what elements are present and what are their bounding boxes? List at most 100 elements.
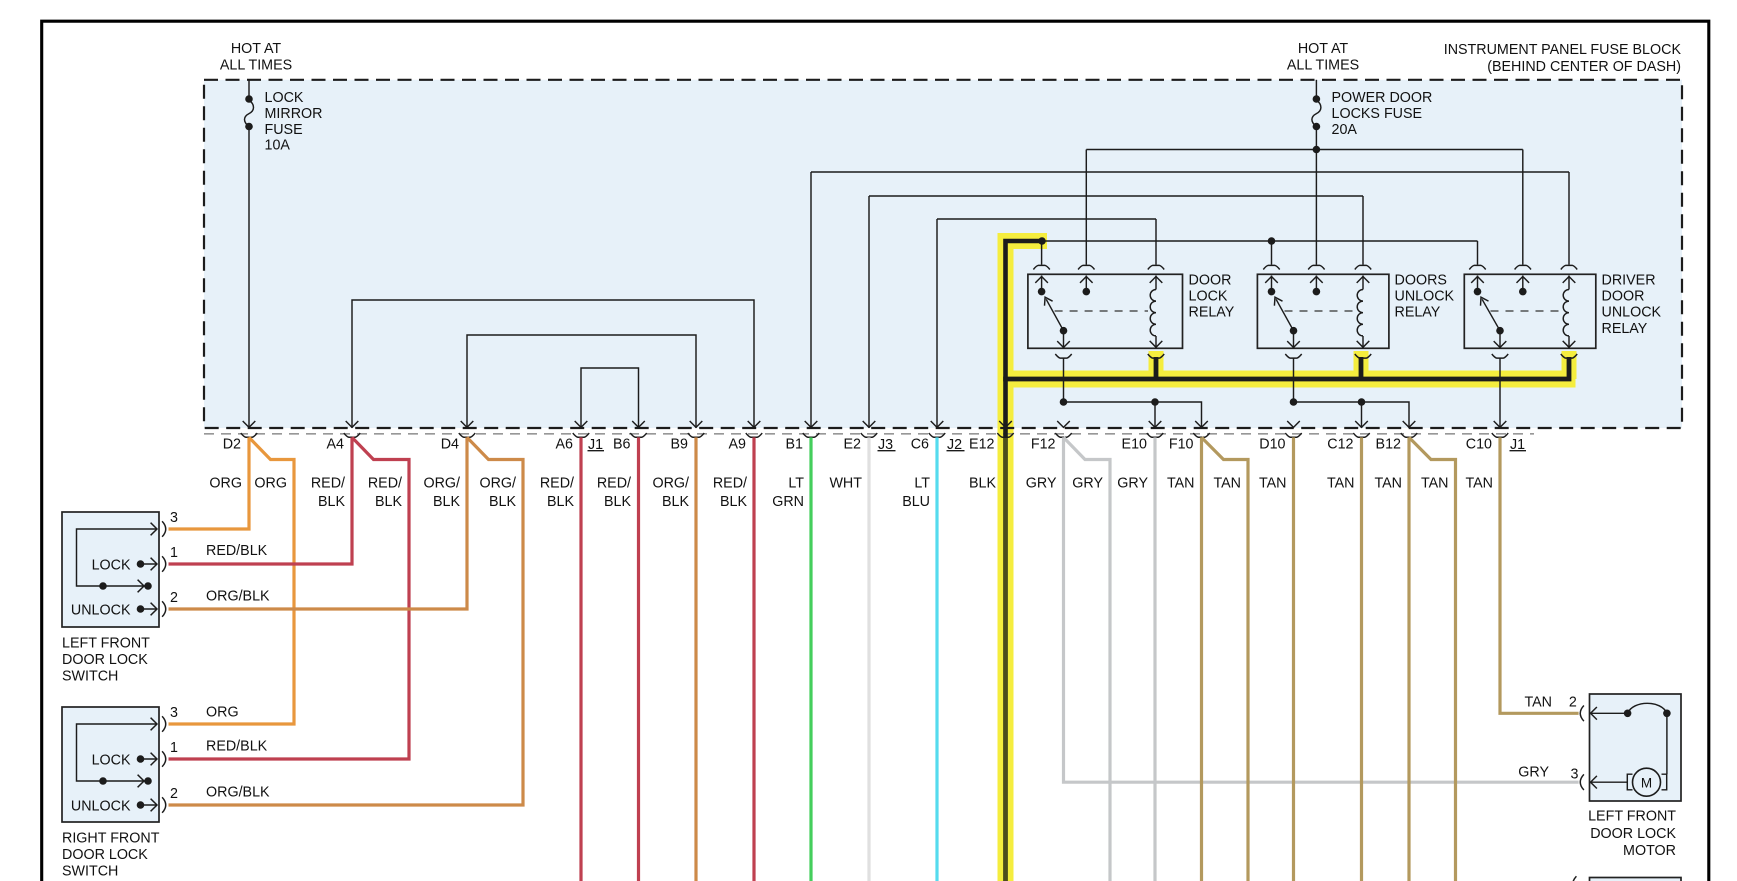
svg-text:RED/: RED/ <box>597 476 631 492</box>
svg-text:DOOR: DOOR <box>1189 272 1232 288</box>
svg-text:LOCK: LOCK <box>92 558 131 574</box>
svg-text:C6: C6 <box>911 437 929 453</box>
svg-text:B6: B6 <box>613 437 631 453</box>
svg-text:ORG: ORG <box>254 476 287 492</box>
svg-text:ORG/: ORG/ <box>423 476 460 492</box>
svg-text:GRY: GRY <box>1518 765 1549 781</box>
svg-text:LOCK: LOCK <box>265 90 304 106</box>
svg-text:F10: F10 <box>1169 437 1194 453</box>
svg-text:GRN: GRN <box>772 494 804 510</box>
svg-text:B9: B9 <box>671 437 689 453</box>
svg-text:RED/BLK: RED/BLK <box>206 543 268 559</box>
svg-text:RED/: RED/ <box>540 476 574 492</box>
svg-text:BLK: BLK <box>489 494 516 510</box>
svg-text:E10: E10 <box>1122 437 1147 453</box>
svg-text:RED/: RED/ <box>368 476 402 492</box>
svg-text:3: 3 <box>170 510 178 526</box>
svg-text:F12: F12 <box>1031 437 1056 453</box>
svg-text:M: M <box>1641 775 1652 790</box>
svg-text:LT: LT <box>788 476 804 492</box>
svg-text:UNLOCK: UNLOCK <box>71 603 131 619</box>
svg-text:FUSE: FUSE <box>265 122 303 138</box>
svg-text:DOORS: DOORS <box>1395 272 1447 288</box>
svg-text:TAN: TAN <box>1374 476 1402 492</box>
svg-text:UNLOCK: UNLOCK <box>1395 289 1455 305</box>
svg-text:D2: D2 <box>223 437 241 453</box>
svg-text:C10: C10 <box>1466 437 1492 453</box>
svg-text:TAN: TAN <box>1327 476 1355 492</box>
svg-text:DOOR LOCK: DOOR LOCK <box>62 652 148 668</box>
svg-text:BLK: BLK <box>662 494 689 510</box>
svg-text:D10: D10 <box>1259 437 1285 453</box>
svg-text:3: 3 <box>170 705 178 721</box>
svg-text:BLK: BLK <box>318 494 345 510</box>
svg-text:GRY: GRY <box>1117 476 1148 492</box>
svg-text:J1: J1 <box>588 437 603 453</box>
svg-text:E12: E12 <box>969 437 994 453</box>
svg-text:SWITCH: SWITCH <box>62 863 118 879</box>
svg-text:UNLOCK: UNLOCK <box>71 799 131 815</box>
svg-text:BLK: BLK <box>375 494 402 510</box>
svg-text:TAN: TAN <box>1465 476 1493 492</box>
svg-text:TAN: TAN <box>1213 476 1241 492</box>
svg-text:RIGHT FRONT: RIGHT FRONT <box>62 831 160 847</box>
svg-text:RED/: RED/ <box>713 476 747 492</box>
svg-text:TAN: TAN <box>1524 694 1552 710</box>
svg-text:BLK: BLK <box>969 476 996 492</box>
svg-text:2: 2 <box>170 786 178 802</box>
svg-text:C12: C12 <box>1327 437 1353 453</box>
svg-text:GRY: GRY <box>1072 476 1103 492</box>
svg-text:POWER DOOR: POWER DOOR <box>1332 90 1433 106</box>
svg-text:BLK: BLK <box>433 494 460 510</box>
svg-text:10A: 10A <box>265 138 291 154</box>
svg-text:LT: LT <box>914 476 930 492</box>
svg-text:2: 2 <box>170 590 178 606</box>
svg-text:GRY: GRY <box>1026 476 1057 492</box>
svg-text:INSTRUMENT PANEL FUSE BLOCK: INSTRUMENT PANEL FUSE BLOCK <box>1444 42 1682 58</box>
svg-text:HOT AT: HOT AT <box>231 41 282 57</box>
svg-text:E2: E2 <box>844 437 862 453</box>
svg-text:J1: J1 <box>1510 437 1525 453</box>
svg-text:J2: J2 <box>947 437 962 453</box>
svg-text:A9: A9 <box>729 437 747 453</box>
svg-text:MIRROR: MIRROR <box>265 106 323 122</box>
svg-text:BLK: BLK <box>547 494 574 510</box>
svg-text:B12: B12 <box>1376 437 1401 453</box>
svg-text:1: 1 <box>170 545 178 561</box>
svg-text:BLU: BLU <box>902 494 930 510</box>
svg-text:ORG/: ORG/ <box>479 476 516 492</box>
svg-text:RED/: RED/ <box>311 476 345 492</box>
svg-text:ALL TIMES: ALL TIMES <box>1287 58 1359 74</box>
svg-text:2: 2 <box>1569 694 1577 710</box>
svg-text:SWITCH: SWITCH <box>62 668 118 684</box>
svg-text:RELAY: RELAY <box>1395 305 1441 321</box>
svg-text:WHT: WHT <box>829 476 862 492</box>
svg-text:ORG/BLK: ORG/BLK <box>206 785 270 801</box>
svg-text:B1: B1 <box>786 437 804 453</box>
svg-text:DOOR: DOOR <box>1602 289 1645 305</box>
svg-text:HOT AT: HOT AT <box>1298 41 1349 57</box>
svg-text:DOOR LOCK: DOOR LOCK <box>62 847 148 863</box>
svg-text:TAN: TAN <box>1259 476 1287 492</box>
svg-text:3: 3 <box>1571 766 1579 782</box>
svg-text:DRIVER: DRIVER <box>1602 272 1656 288</box>
svg-text:LEFT FRONT: LEFT FRONT <box>1588 809 1676 825</box>
svg-text:RELAY: RELAY <box>1189 305 1235 321</box>
svg-text:MOTOR: MOTOR <box>1623 843 1676 859</box>
svg-text:A4: A4 <box>327 437 345 453</box>
svg-text:ORG/BLK: ORG/BLK <box>206 589 270 605</box>
svg-text:DOOR LOCK: DOOR LOCK <box>1590 826 1676 842</box>
svg-text:1: 1 <box>170 740 178 756</box>
svg-text:BLK: BLK <box>604 494 631 510</box>
svg-text:D4: D4 <box>441 437 459 453</box>
svg-text:(BEHIND CENTER OF DASH): (BEHIND CENTER OF DASH) <box>1487 59 1681 75</box>
svg-text:RELAY: RELAY <box>1602 321 1648 337</box>
svg-text:ORG/: ORG/ <box>652 476 689 492</box>
svg-text:J3: J3 <box>878 437 893 453</box>
svg-text:TAN: TAN <box>1421 476 1449 492</box>
svg-text:RED/BLK: RED/BLK <box>206 739 268 755</box>
svg-text:UNLOCK: UNLOCK <box>1602 305 1662 321</box>
svg-text:ALL TIMES: ALL TIMES <box>220 58 292 74</box>
svg-text:LOCKS FUSE: LOCKS FUSE <box>1332 106 1423 122</box>
svg-text:A6: A6 <box>556 437 574 453</box>
